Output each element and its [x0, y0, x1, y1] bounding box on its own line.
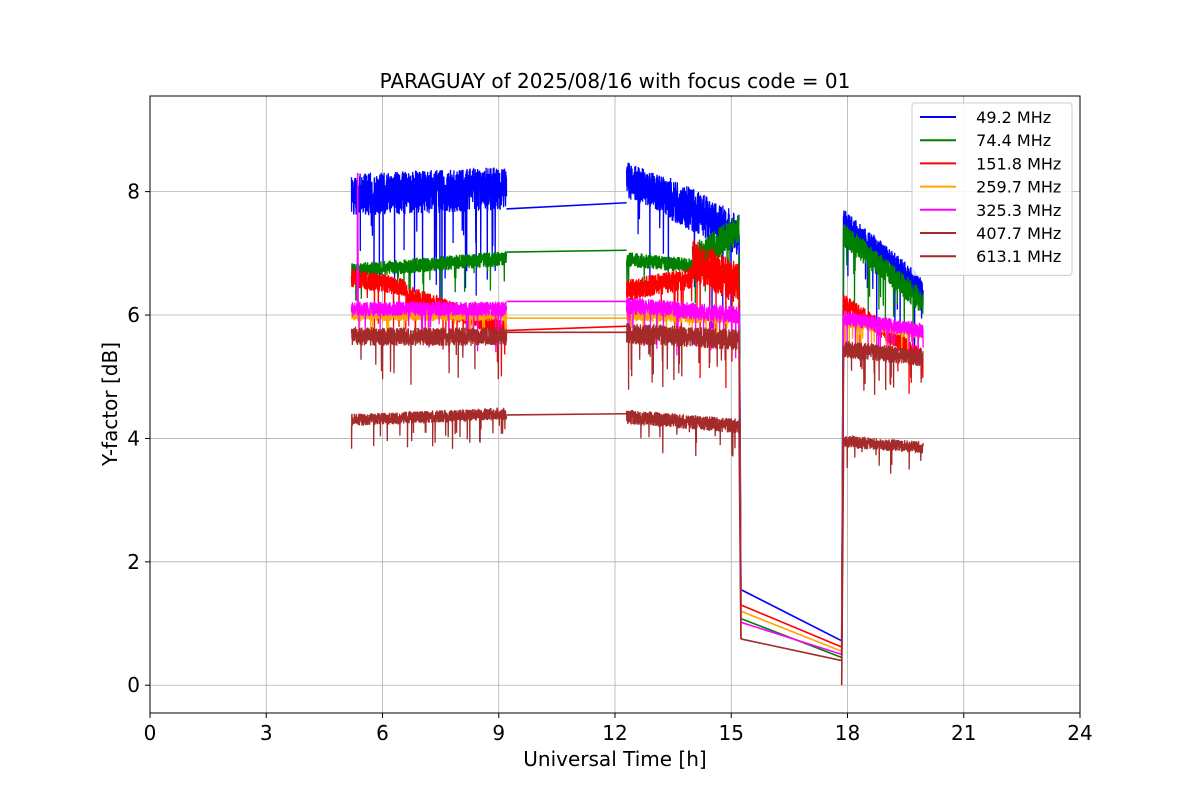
series-segment — [350, 406, 508, 449]
series-segment — [842, 340, 924, 395]
series-segment — [842, 224, 924, 348]
series-segment — [842, 310, 924, 365]
legend-label: 151.8 MHz — [966, 154, 1061, 173]
series-connector — [738, 426, 742, 639]
series-segment — [350, 167, 508, 307]
series-segment — [350, 326, 508, 385]
legend: 49.2 MHz 74.4 MHz 151.8 MHz 259.7 MHz 32… — [911, 102, 1073, 276]
series-segment — [350, 251, 508, 304]
legend-label: 325.3 MHz — [966, 201, 1061, 220]
series-segment — [625, 322, 740, 390]
x-tick-label: 15 — [719, 721, 744, 745]
y-tick-label: 8 — [127, 180, 140, 204]
x-tick-label: 3 — [260, 721, 273, 745]
legend-label: 74.4 MHz — [966, 131, 1051, 150]
series-connector — [740, 604, 842, 648]
series-connector — [506, 249, 627, 253]
series-connector — [840, 438, 845, 686]
series-segment — [625, 297, 740, 359]
series-segment — [842, 434, 924, 474]
series-segment — [691, 239, 740, 389]
series-connector — [506, 325, 627, 332]
x-tick-label: 24 — [1067, 721, 1092, 745]
series-connector — [506, 201, 627, 210]
x-tick-label: 9 — [492, 721, 505, 745]
chart-title: PARAGUAY of 2025/08/16 with focus code =… — [380, 69, 851, 93]
y-tick-label: 0 — [127, 673, 140, 697]
series-layer — [350, 162, 924, 686]
y-tick-label: 6 — [127, 303, 140, 327]
x-tick-label: 18 — [835, 721, 860, 745]
y-tick-label: 4 — [127, 426, 140, 450]
x-tick-label: 6 — [376, 721, 389, 745]
series-segment — [625, 251, 694, 294]
x-axis-label: Universal Time [h] — [523, 747, 706, 771]
y-tick-label: 2 — [127, 550, 140, 574]
legend-label: 613.1 MHz — [966, 247, 1061, 266]
legend-label: 259.7 MHz — [966, 178, 1061, 197]
series-segment — [625, 162, 670, 281]
legend-label: 49.2 MHz — [966, 108, 1051, 127]
x-tick-label: 0 — [144, 721, 157, 745]
series-connector — [740, 588, 843, 642]
series-connector — [740, 610, 842, 653]
series-connector — [740, 638, 842, 662]
legend-label: 407.7 MHz — [966, 224, 1061, 243]
x-tick-label: 21 — [951, 721, 976, 745]
series-line — [350, 406, 924, 686]
x-tick-label: 12 — [602, 721, 627, 745]
series-segment — [668, 177, 740, 329]
series-segment — [625, 409, 740, 457]
series-segment — [691, 214, 740, 304]
series-segment — [350, 269, 407, 330]
series-connector — [740, 621, 842, 656]
series-connector — [506, 412, 627, 416]
y-axis-label: Y-factor [dB] — [98, 342, 122, 467]
